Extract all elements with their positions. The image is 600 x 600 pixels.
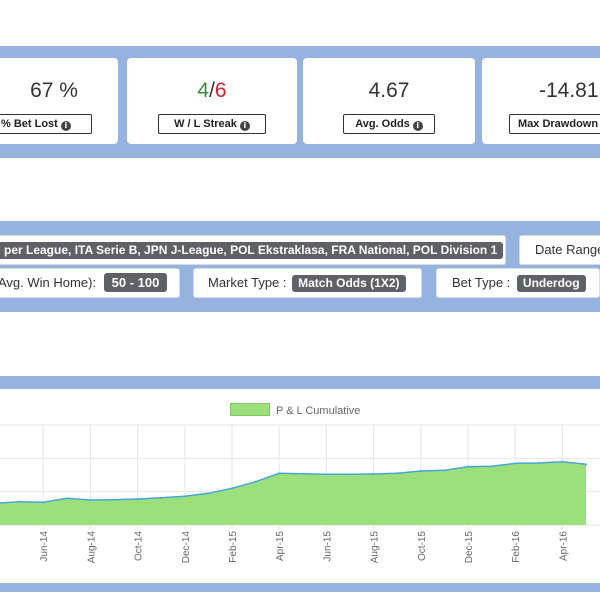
kpi-card-max-drawdown: -14.81 Max Drawdown <box>482 58 600 144</box>
kpi-card-bet-lost: 67 % % Bet Lost i <box>0 58 118 144</box>
avg-win-home-filter[interactable]: Avg. Win Home): 50 - 100 <box>0 268 180 298</box>
max-drawdown-value: -14.81 <box>539 79 599 102</box>
bet-lost-label-box[interactable]: % Bet Lost i <box>0 114 92 134</box>
data-point-Sep-14[interactable] <box>113 498 115 501</box>
x-tick-label: Dec-15 <box>464 531 475 564</box>
win-streak-value: 4 <box>197 79 210 102</box>
legend-label: P & L Cumulative <box>276 405 361 417</box>
x-tick-label: Aug-14 <box>86 531 97 564</box>
data-point-Oct-14[interactable] <box>136 498 139 500</box>
data-point-Mar-16[interactable] <box>537 462 540 464</box>
max-drawdown-label-box[interactable]: Max Drawdown <box>509 114 600 134</box>
pnl-area <box>0 461 586 525</box>
bet-lost-label: % Bet Lost <box>1 118 58 130</box>
data-point-Feb-15[interactable] <box>231 487 233 490</box>
bet-type-value: Underdog <box>516 275 586 292</box>
league-filter[interactable]: per League, ITA Serie B, JPN J-League, P… <box>0 235 506 265</box>
wl-streak-value: 4/6 <box>127 79 297 103</box>
data-point-Sep-15[interactable] <box>396 472 399 475</box>
data-point-Jul-14[interactable] <box>65 497 68 500</box>
x-tick-label: Oct-15 <box>417 531 428 561</box>
data-point-Apr-15[interactable] <box>278 472 281 475</box>
data-point-Aug-15[interactable] <box>372 473 375 475</box>
chart-legend[interactable]: P & L Cumulative <box>230 403 360 417</box>
info-icon[interactable]: i <box>60 121 71 131</box>
bet-type-label: Bet Type : <box>452 275 511 290</box>
legend-swatch <box>230 403 270 416</box>
x-tick-label: Feb-15 <box>228 531 239 563</box>
avg-odds-label-box[interactable]: Avg. Odds i <box>343 114 435 134</box>
data-point-May-15[interactable] <box>301 472 304 475</box>
x-tick-label: Apr-15 <box>275 531 286 561</box>
wl-streak-label: W / L Streak <box>174 118 237 130</box>
info-icon[interactable]: i <box>412 121 423 131</box>
data-point-Jun-15[interactable] <box>325 473 328 476</box>
x-tick-label: Oct-14 <box>134 531 145 561</box>
data-point-Nov-14[interactable] <box>160 496 163 499</box>
x-tick-label: Aug-15 <box>370 531 381 564</box>
data-point-Mar-15[interactable] <box>254 480 257 483</box>
pnl-chart-panel: P & L Cumulative Jun-14 Aug-14 Oct-14 Dec-1… <box>0 389 600 583</box>
max-drawdown-label: Max Drawdown <box>518 118 599 130</box>
pnl-line <box>0 460 587 504</box>
x-tick-label: Jun-14 <box>39 531 50 562</box>
pnl-chart: Jun-14 Aug-14 Oct-14 Dec-14 Feb-15 Apr-15 Jun-… <box>0 424 600 564</box>
data-point-Jul-15[interactable] <box>349 473 351 476</box>
data-point-Jun-14[interactable] <box>42 501 45 504</box>
market-type-filter[interactable]: Market Type : Match Odds (1X2) <box>193 268 422 298</box>
streak-separator: / <box>209 79 215 102</box>
data-point-Aug-14[interactable] <box>89 499 92 501</box>
bet-type-filter[interactable]: Bet Type : Underdog <box>436 268 600 298</box>
data-point-Feb-16[interactable] <box>514 462 517 465</box>
market-type-value: Match Odds (1X2) <box>292 275 406 292</box>
market-type-label: Market Type : <box>208 275 287 290</box>
avg-win-home-label: Avg. Win Home): <box>0 275 97 290</box>
date-range-label: Date Range <box>535 242 600 257</box>
x-tick-label: Apr-16 <box>558 531 569 561</box>
data-point-Jan-15[interactable] <box>207 492 210 495</box>
avg-odds-label: Avg. Odds <box>355 118 410 130</box>
data-point-May-16[interactable] <box>585 463 587 466</box>
data-point-Jan-16[interactable] <box>490 465 493 468</box>
bet-lost-value: 67 % <box>30 79 78 102</box>
x-tick-label: Dec-14 <box>181 531 192 564</box>
data-point-Nov-15[interactable] <box>443 469 446 472</box>
avg-win-home-value: 50 - 100 <box>103 273 168 292</box>
avg-odds-value: 4.67 <box>368 79 410 102</box>
loss-streak-value: 6 <box>214 79 227 102</box>
info-icon[interactable]: i <box>239 121 250 131</box>
data-point-Dec-14[interactable] <box>183 495 186 498</box>
x-tick-label: Feb-16 <box>511 531 522 563</box>
data-point-Apr-16[interactable] <box>561 460 564 463</box>
kpi-card-wl-streak: 4/6 W / L Streak i <box>127 58 297 144</box>
date-range-filter[interactable]: Date Range <box>519 235 600 265</box>
kpi-card-avg-odds: 4.67 Avg. Odds i <box>303 58 475 144</box>
data-point-Oct-15[interactable] <box>419 470 422 472</box>
data-point-May-14[interactable] <box>18 500 21 503</box>
x-tick-label: Jun-15 <box>322 531 333 562</box>
wl-streak-label-box[interactable]: W / L Streak i <box>158 114 266 134</box>
league-filter-value: per League, ITA Serie B, JPN J-League, P… <box>0 242 504 259</box>
data-point-Dec-15[interactable] <box>467 465 469 468</box>
